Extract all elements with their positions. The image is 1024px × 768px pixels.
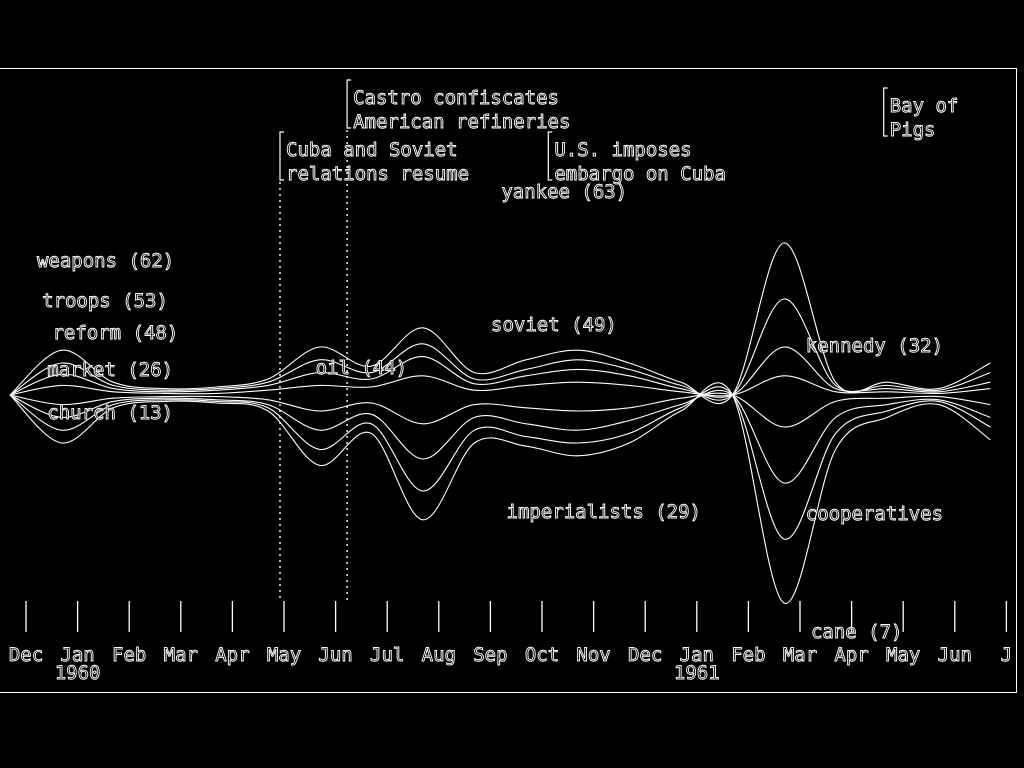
series-label-7: oil (44) (316, 357, 408, 379)
year-label-1: 1961 (674, 662, 720, 684)
series-label-6: soviet (49) (491, 314, 617, 336)
event-bracket-1 (279, 131, 284, 181)
series-label-2: reform (48) (52, 322, 178, 344)
month-label-14: Feb (731, 644, 765, 666)
year-label-0: 1960 (55, 662, 101, 684)
series-label-4: church (13) (47, 402, 173, 424)
event-subtitle-2: embargo on Cuba (554, 163, 726, 185)
stream-line-2 (9, 346, 991, 398)
event-bracket-0 (346, 79, 352, 129)
stream-line-0 (9, 242, 991, 405)
event-subtitle-0: American refineries (353, 111, 570, 133)
stream-line-4 (9, 392, 991, 428)
month-label-5: May (267, 644, 301, 666)
month-label-8: Aug (422, 644, 456, 666)
month-label-0: Dec (9, 644, 43, 666)
month-label-18: Jun (938, 644, 972, 666)
event-subtitle-3: Pigs (890, 119, 936, 141)
series-label-10: cooperatives (806, 503, 943, 525)
month-label-9: Sep (473, 644, 507, 666)
stream-line-1 (9, 298, 991, 401)
series-label-9: kennedy (32) (806, 335, 943, 357)
month-label-15: Mar (783, 644, 817, 666)
event-subtitle-1: relations resume (286, 163, 469, 185)
month-label-6: Jun (318, 644, 352, 666)
month-label-13: Jan (680, 644, 714, 666)
month-label-1: Jan (60, 644, 94, 666)
month-label-7: Jul (370, 644, 404, 666)
series-label-8: imperialists (29) (507, 501, 701, 523)
series-label-0: weapons (62) (37, 250, 174, 272)
month-label-11: Nov (576, 644, 610, 666)
stream-line-7 (9, 382, 991, 604)
chart-frame (0, 68, 1017, 693)
stream-line-3 (9, 375, 991, 397)
month-label-10: Oct (525, 644, 559, 666)
series-label-1: troops (53) (42, 290, 168, 312)
month-label-16: Apr (834, 644, 868, 666)
month-label-4: Apr (215, 644, 249, 666)
stream-line-6 (9, 386, 991, 540)
event-bracket-3 (883, 87, 888, 137)
month-label-17: May (886, 644, 920, 666)
event-title-1: Cuba and Soviet (286, 139, 458, 161)
series-label-5: yankee (63) (501, 181, 627, 203)
month-label-2: Feb (112, 644, 146, 666)
stream-line-5 (9, 389, 991, 484)
month-label-19: J (1001, 644, 1012, 666)
event-bracket-2 (547, 131, 553, 181)
event-title-3: Bay of (890, 95, 959, 117)
month-label-3: Mar (164, 644, 198, 666)
event-title-2: U.S. imposes (554, 139, 691, 161)
month-label-12: Dec (628, 644, 662, 666)
series-label-3: market (26) (47, 359, 173, 381)
series-label-11: cane (7) (811, 621, 903, 643)
event-title-0: Castro confiscates (353, 87, 559, 109)
